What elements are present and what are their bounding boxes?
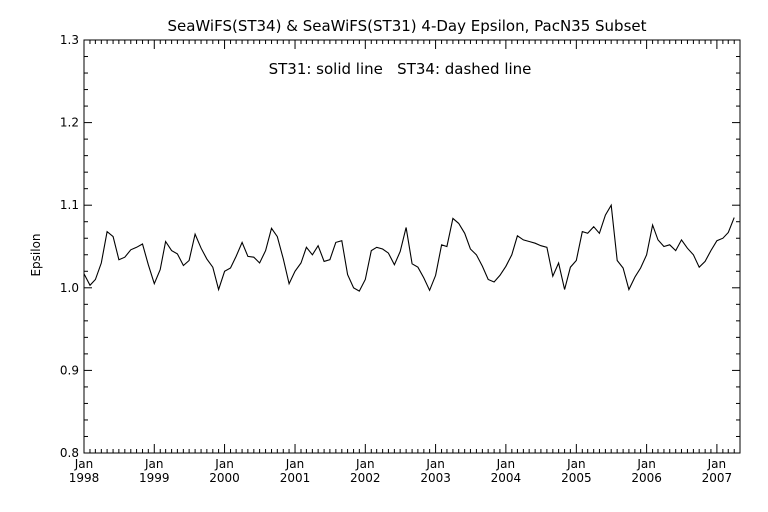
x-tick-year: 2000: [209, 471, 240, 485]
x-tick-month: Jan: [285, 457, 305, 471]
series-line-st31: [83, 203, 735, 292]
chart-title: SeaWiFS(ST34) & SeaWiFS(ST31) 4-Day Epsi…: [167, 17, 646, 35]
x-tick-year: 1998: [69, 471, 100, 485]
y-tick-label: 1.1: [60, 198, 79, 212]
x-tick-year: 2007: [702, 471, 733, 485]
series-lines: [83, 203, 735, 292]
x-tick-month: Jan: [707, 457, 727, 471]
x-tick-year: 2006: [631, 471, 662, 485]
y-tick-label: 0.9: [60, 363, 79, 377]
x-tick-month: Jan: [355, 457, 375, 471]
x-tick-month: Jan: [566, 457, 586, 471]
x-tick-year: 2003: [420, 471, 451, 485]
x-tick-month: Jan: [144, 457, 164, 471]
x-tick-month: Jan: [496, 457, 516, 471]
y-tick-label: 1.0: [60, 281, 79, 295]
x-tick-year: 2001: [280, 471, 311, 485]
x-tick-month: Jan: [636, 457, 656, 471]
y-tick-label: 1.2: [60, 116, 79, 130]
x-tick-month: Jan: [425, 457, 445, 471]
y-tick-label: 1.3: [60, 33, 79, 47]
x-tick-month: Jan: [74, 457, 94, 471]
x-tick-year: 1999: [139, 471, 170, 485]
x-tick-year: 2005: [561, 471, 592, 485]
x-tick-year: 2004: [491, 471, 522, 485]
x-tick-year: 2002: [350, 471, 381, 485]
plot-frame: [83, 39, 741, 454]
y-axis-label: Epsilon: [29, 233, 43, 276]
x-axis: Jan1998Jan1999Jan2000Jan2001Jan2002Jan20…: [69, 40, 741, 485]
y-tick-label: 0.8: [60, 446, 79, 460]
y-axis: 0.8 0.9 1.0 1.1 1.2 1.3: [60, 33, 740, 460]
series-annotation: ST31: solid line ST34: dashed line: [269, 60, 532, 78]
x-tick-month: Jan: [214, 457, 234, 471]
